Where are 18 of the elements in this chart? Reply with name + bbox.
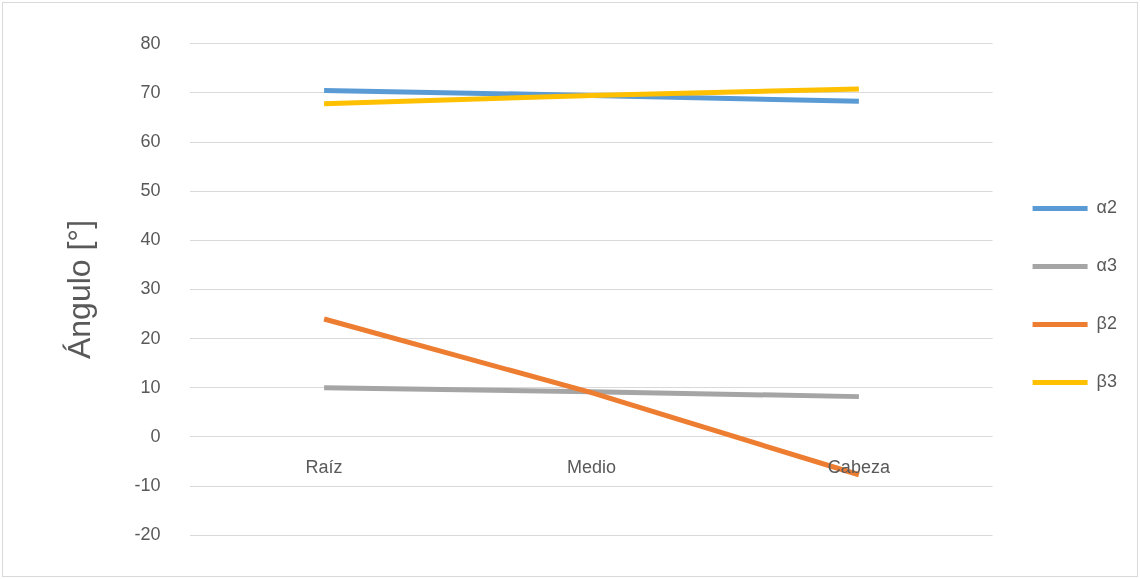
x-tick-label: Medio [566,456,617,477]
y-tick-label: 40 [140,229,161,250]
y-tick-label: 0 [150,425,161,446]
y-tick-label: -20 [134,524,161,545]
legend-label: α3 [1096,255,1117,276]
y-tick-label: 60 [140,131,161,152]
x-tick-label: Raíz [305,456,343,477]
y-tick-label: 50 [140,180,161,201]
legend-label: α2 [1096,197,1117,218]
y-tick-label: 70 [140,81,161,102]
y-tick-label: 10 [140,376,161,397]
y-tick-label: 20 [140,327,161,348]
y-tick-label: 80 [140,32,161,53]
y-tick-label: -10 [134,475,161,496]
y-tick-label: 30 [140,278,161,299]
legend-label: β3 [1096,371,1117,392]
legend-label: β2 [1096,313,1117,334]
y-axis-title: Ángulo [°] [61,219,98,360]
